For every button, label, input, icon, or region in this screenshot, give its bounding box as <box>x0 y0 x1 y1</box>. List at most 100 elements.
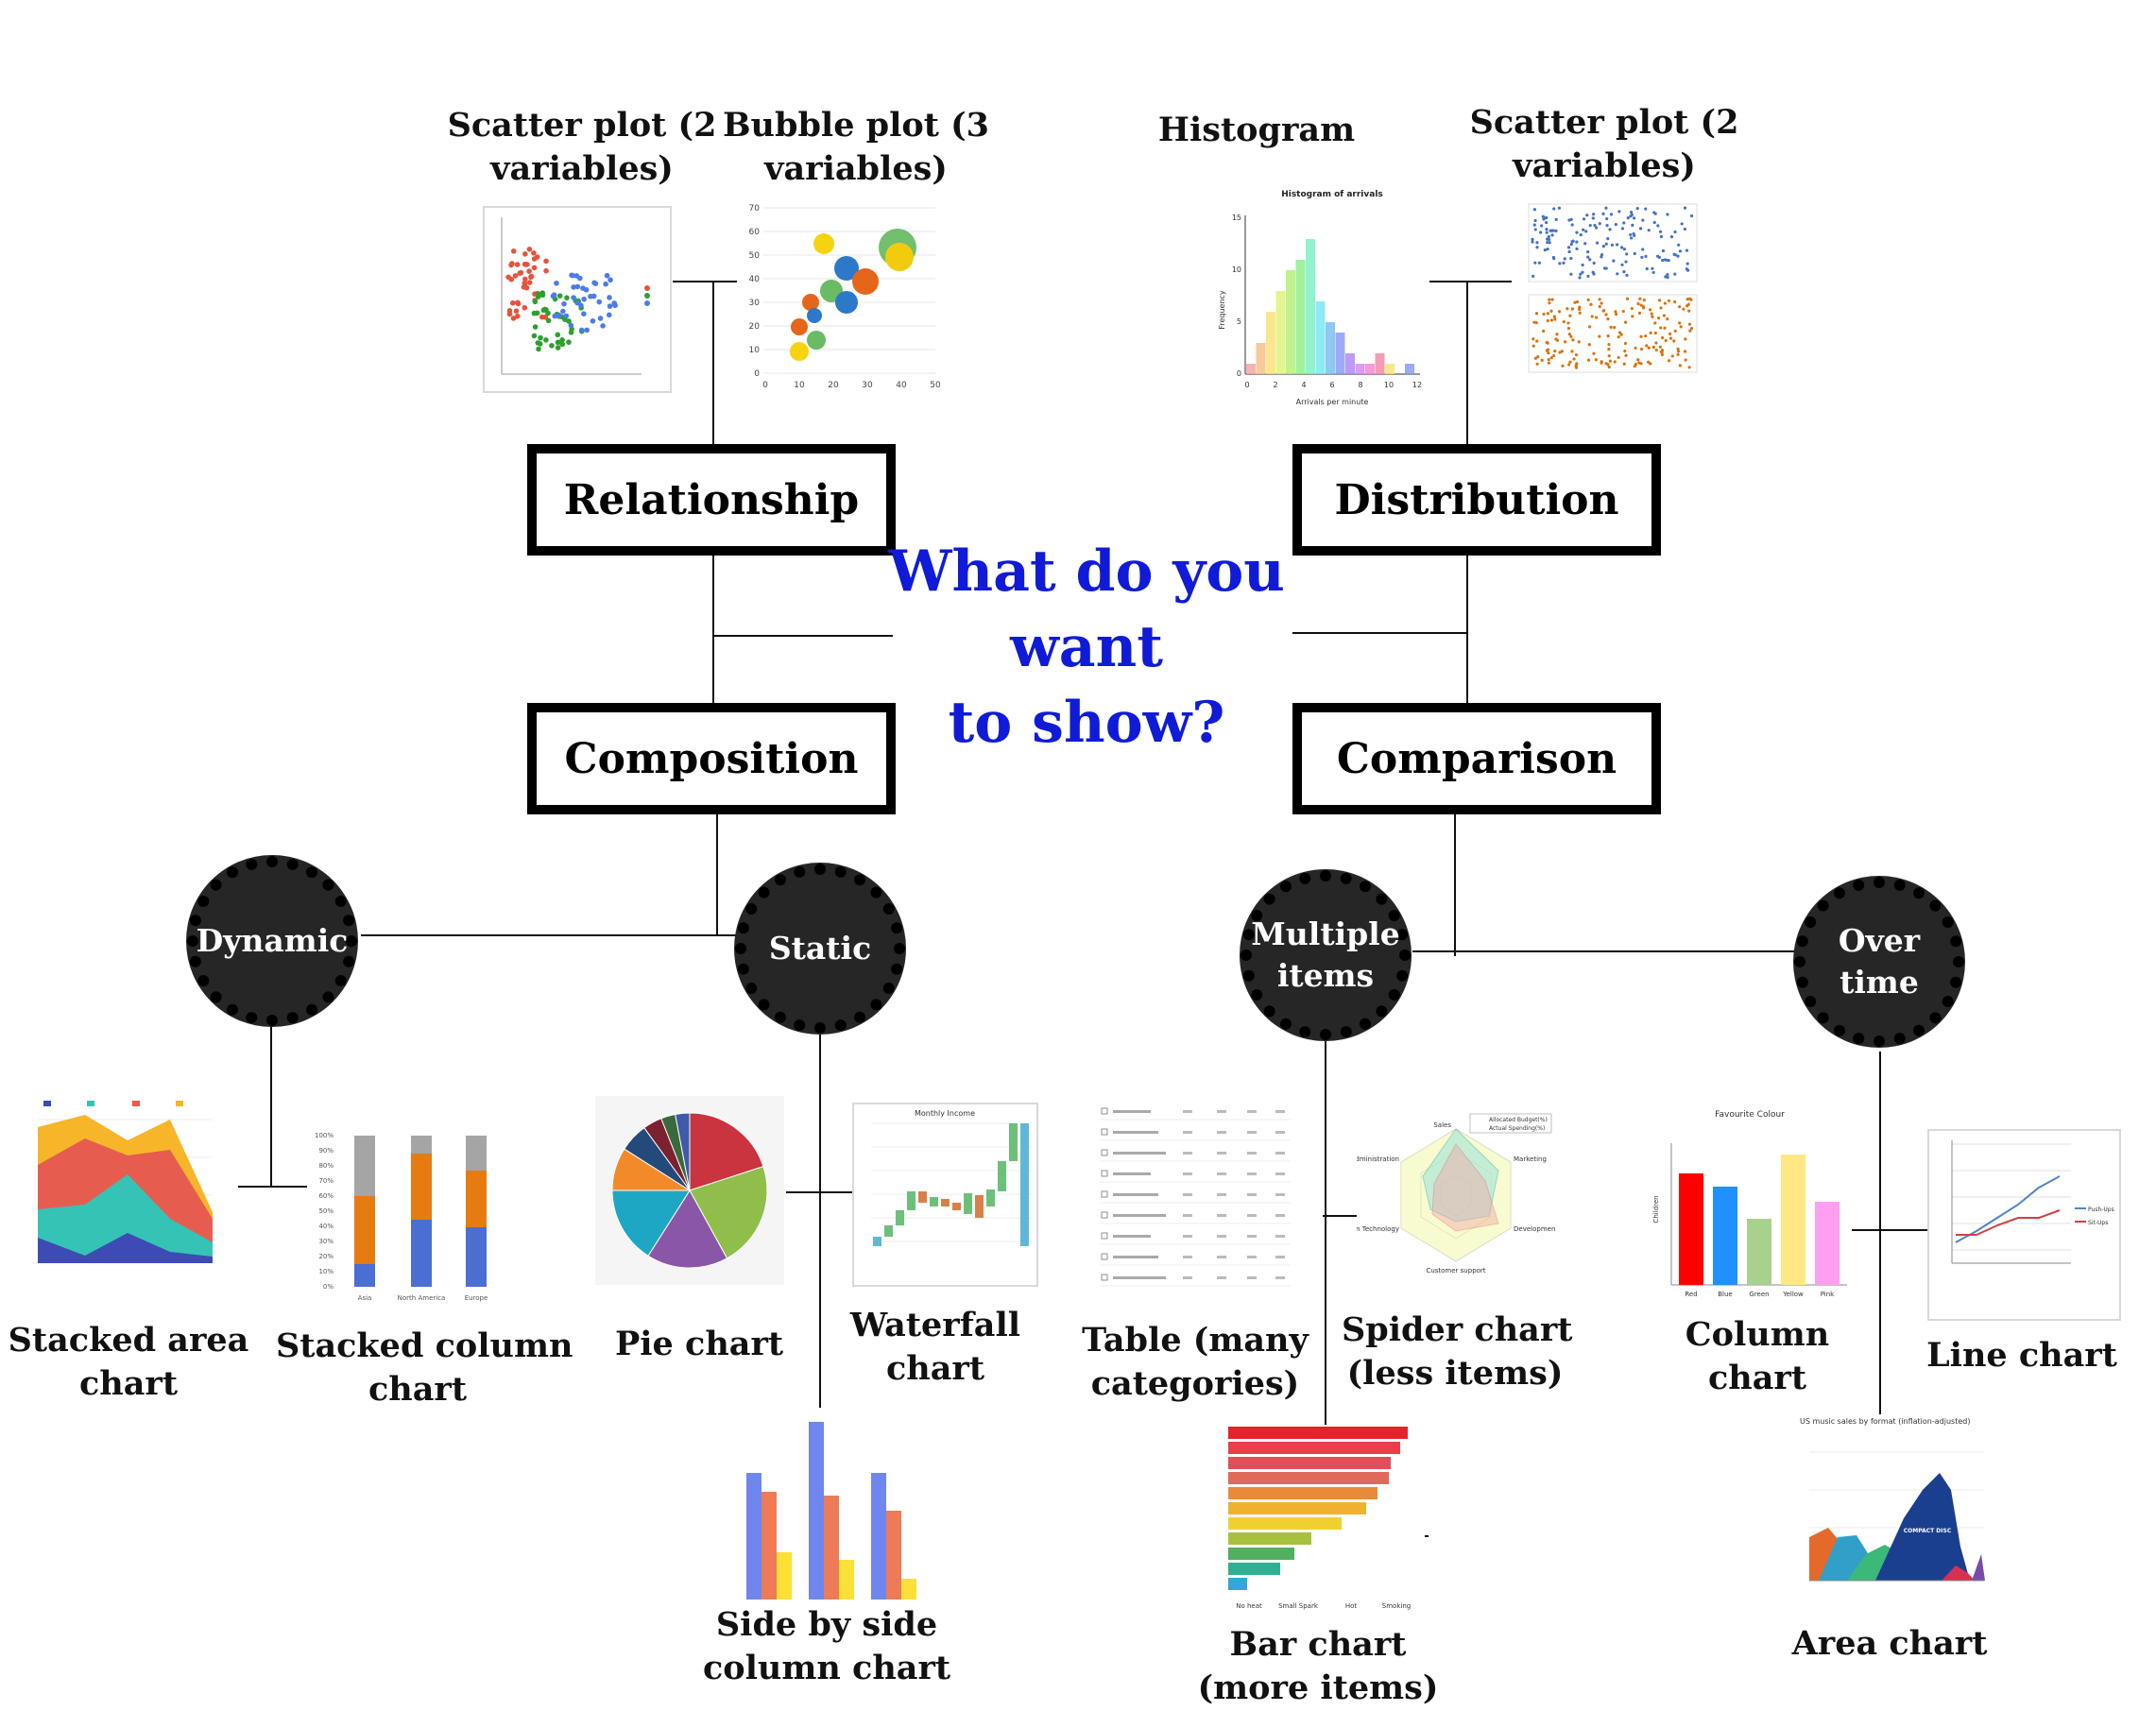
scatter-point <box>1575 247 1579 250</box>
scatter-point <box>1555 338 1560 342</box>
table-cell <box>1275 1110 1285 1113</box>
scatter-point <box>1569 243 1573 247</box>
node-dot <box>1874 877 1885 888</box>
column-cat: Blue <box>1718 1291 1733 1298</box>
scatter-point <box>537 341 543 347</box>
svg-text:80%: 80% <box>318 1162 334 1170</box>
table-cell <box>1247 1193 1257 1196</box>
center-question: What do you want to show? <box>879 534 1294 761</box>
node-dot <box>737 963 749 975</box>
scatter-point <box>1552 207 1556 211</box>
bar-item <box>1228 1502 1366 1514</box>
scatter-point <box>1625 252 1629 256</box>
scatter-point <box>1673 299 1677 304</box>
table-cell <box>1247 1152 1257 1155</box>
label-line: chart <box>1707 1359 1807 1397</box>
table-cell <box>1183 1256 1192 1258</box>
pie-slice <box>647 1189 728 1269</box>
node-label: Over <box>1838 922 1921 959</box>
svg-text:40: 40 <box>749 275 761 284</box>
table-cell <box>1247 1172 1257 1175</box>
table-cell <box>1247 1131 1257 1134</box>
table-cell <box>1183 1235 1192 1238</box>
scatter-point <box>1533 218 1537 223</box>
scatter-point <box>1549 355 1553 360</box>
scatter-point <box>1619 246 1624 249</box>
scatter-point <box>1608 359 1612 363</box>
scatter-point <box>1631 315 1634 318</box>
scatter-point <box>1558 351 1562 354</box>
area-title: US music sales by format (inflation-adju… <box>1800 1417 1970 1426</box>
scatter-point <box>1569 217 1573 221</box>
scatter-point <box>509 299 516 306</box>
thumb-bar: No heat Small Spark Hot Smoking <box>1226 1425 1425 1614</box>
scatter-point <box>1637 311 1642 315</box>
scatter-point <box>1551 229 1555 232</box>
scatter-point <box>597 316 604 321</box>
scatter-point <box>1624 353 1628 357</box>
node-dot <box>1280 881 1292 893</box>
node-dot <box>794 865 806 878</box>
scatter-point <box>1583 242 1587 246</box>
stacked-col-label: Asia <box>358 1294 372 1302</box>
thumb-bubble-svg: 70 60 50 40 30 20 10 0 0 10 20 30 40 50 <box>749 204 940 390</box>
scatter-point <box>505 274 511 281</box>
scatter-point <box>1532 320 1536 324</box>
scatter-point <box>1535 339 1539 343</box>
category-comparison-label: Comparison <box>1336 734 1617 783</box>
scatter-point <box>555 332 561 338</box>
scatter-point <box>1547 361 1550 365</box>
scatter-point <box>1644 334 1648 338</box>
scatter-point <box>1689 327 1694 331</box>
scatter-point <box>552 313 558 319</box>
scatter-point <box>531 250 537 256</box>
scatter-point <box>1654 348 1658 352</box>
pie-slice <box>611 1189 691 1257</box>
scatter-point <box>1662 314 1667 317</box>
bar-item <box>1228 1442 1400 1454</box>
scatter-point <box>535 294 541 299</box>
histogram-bar <box>1326 322 1335 374</box>
scatter-point <box>1587 343 1591 347</box>
scatter-point <box>1604 206 1608 210</box>
thumb-stacked-column: 100% 90% 80% 70% 60% 50% 40% 30% 20% 10% 0% Asia … <box>307 1124 496 1313</box>
waterfall-bar <box>884 1225 893 1237</box>
category-composition: Composition <box>527 703 896 814</box>
scatter-point <box>556 293 563 299</box>
scatter-point <box>528 273 535 280</box>
node-dot <box>1396 969 1409 982</box>
scatter-point <box>1549 229 1552 232</box>
scatter-point <box>1600 301 1603 305</box>
scatter-point <box>1664 338 1668 343</box>
scatter-point <box>1672 252 1676 256</box>
scatter-point <box>554 280 559 286</box>
scatter-point <box>1663 326 1667 330</box>
node-dot <box>1242 969 1255 982</box>
scatter-point <box>573 273 580 279</box>
scatter-point <box>1575 299 1580 304</box>
node-dot <box>854 1011 865 1023</box>
node-dot <box>1913 1024 1925 1036</box>
scatter-point <box>1531 240 1534 244</box>
scatter-point <box>607 303 613 309</box>
scatter-point <box>1596 241 1600 245</box>
svg-text:5: 5 <box>1237 317 1241 326</box>
svg-text:2: 2 <box>1273 381 1277 389</box>
node-dot <box>322 991 334 1003</box>
node-dot <box>1853 1033 1865 1045</box>
scatter-point <box>1578 305 1582 309</box>
node-dot <box>854 874 865 886</box>
scatter-point <box>1553 350 1557 353</box>
scatter-point <box>1678 249 1683 253</box>
svg-text:0: 0 <box>1237 369 1241 378</box>
label-line: Bubble plot (3 <box>722 106 990 145</box>
scatter-point <box>1542 329 1546 334</box>
scatter-point <box>604 272 610 279</box>
scatter-point <box>1570 350 1574 353</box>
scatter-point <box>1540 224 1544 228</box>
histogram-title: Histogram of arrivals <box>1281 190 1383 199</box>
scatter-point <box>1683 350 1687 353</box>
column-cat: Red <box>1685 1291 1697 1298</box>
scatter-point <box>603 281 608 287</box>
